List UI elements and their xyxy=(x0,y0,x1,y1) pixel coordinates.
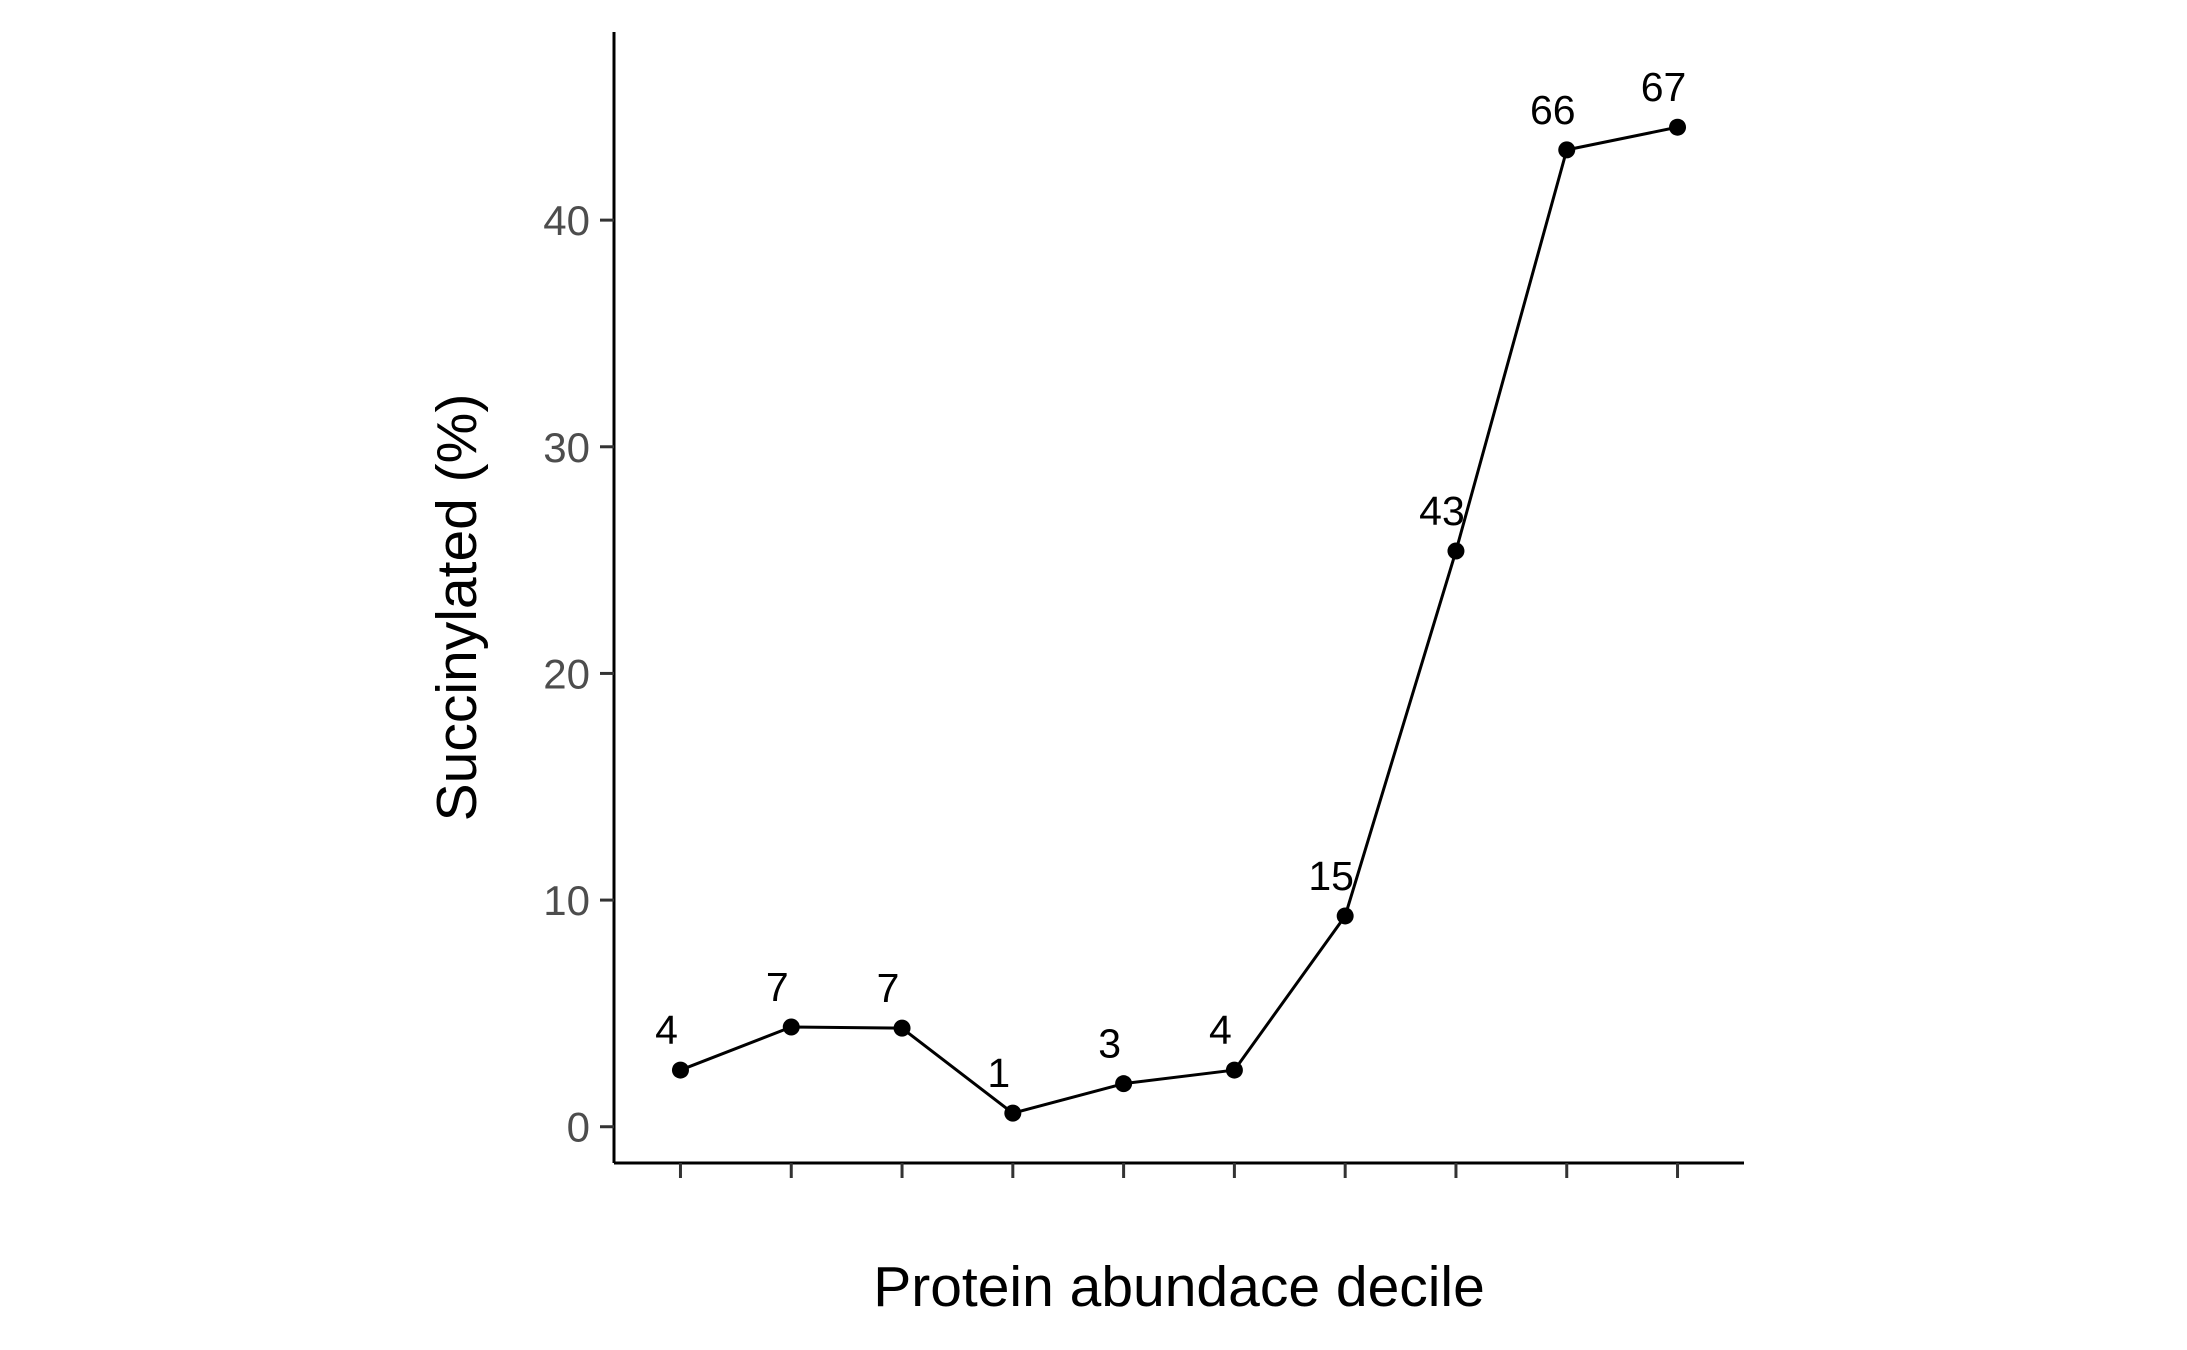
data-point xyxy=(1115,1075,1133,1093)
y-axis-title: Succinylated (%) xyxy=(425,394,489,822)
data-label: 4 xyxy=(1209,1007,1232,1053)
data-label: 67 xyxy=(1641,64,1687,110)
data-point xyxy=(1225,1061,1243,1079)
data-point xyxy=(1669,118,1687,136)
data-point xyxy=(1004,1104,1022,1122)
data-label: 66 xyxy=(1530,87,1576,133)
data-label: 43 xyxy=(1419,488,1465,534)
data-label: 4 xyxy=(655,1007,678,1053)
y-axis: 0 10 20 30 40 xyxy=(543,32,616,1163)
data-labels: 4 7 7 1 3 4 15 43 66 67 xyxy=(655,64,1686,1096)
data-label: 15 xyxy=(1308,853,1354,899)
data-points xyxy=(671,118,1687,1122)
data-point xyxy=(671,1061,689,1079)
y-tick-label: 30 xyxy=(543,424,590,471)
y-tick-label: 40 xyxy=(543,197,590,244)
data-point xyxy=(782,1018,800,1036)
x-axis-title: Protein abundace decile xyxy=(873,1255,1485,1319)
data-label: 3 xyxy=(1098,1021,1121,1067)
y-tick-label: 20 xyxy=(543,650,590,697)
series-line-group xyxy=(679,125,1678,1115)
plot-area: 0 10 20 30 40 4 7 7 1 3 4 15 43 66 67 xyxy=(543,32,1744,1178)
data-point xyxy=(1447,542,1465,560)
data-point xyxy=(1336,907,1354,925)
y-tick-label: 0 xyxy=(567,1104,590,1151)
x-axis xyxy=(614,1161,1744,1178)
data-point xyxy=(1558,141,1576,159)
series-line xyxy=(679,125,1678,1115)
data-label: 7 xyxy=(877,965,900,1011)
data-point xyxy=(893,1019,911,1037)
data-label: 7 xyxy=(766,964,789,1010)
data-label: 1 xyxy=(987,1050,1010,1096)
y-tick-label: 10 xyxy=(543,877,590,924)
